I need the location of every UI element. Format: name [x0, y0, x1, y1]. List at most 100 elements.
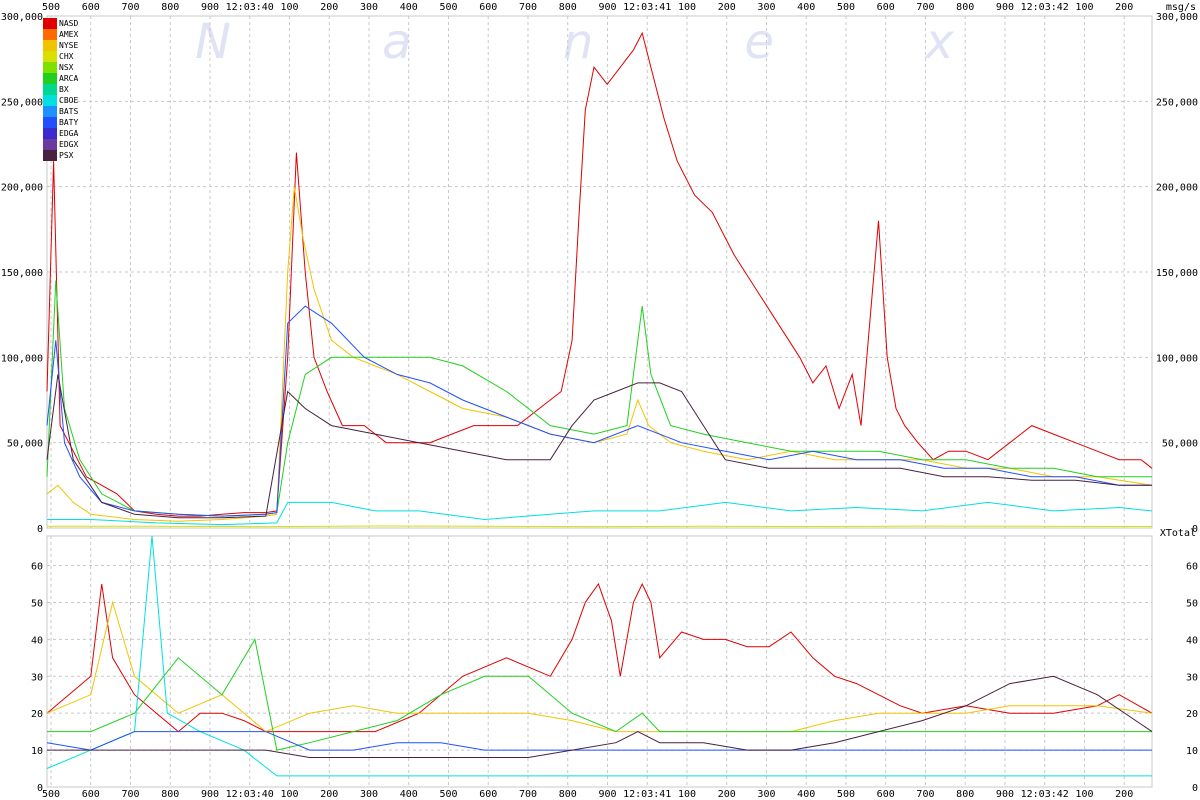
x-tick-label-bottom: 400: [797, 789, 815, 800]
series-line-nyse: [46, 600, 1153, 733]
y-tick-label-left: 60: [31, 562, 43, 573]
legend-label-cboe: CBOE: [59, 96, 78, 105]
legend-label-bats: BATS: [59, 107, 78, 116]
y-tick-label-right: 0: [1192, 524, 1198, 535]
x-tick-label-bottom: 12:03:42: [1021, 789, 1069, 800]
y-tick-label-left: 40: [31, 635, 43, 646]
x-tick-label-top: 400: [797, 2, 815, 13]
legend-swatch-bats: [43, 106, 57, 117]
y-tick-label-left: 0: [37, 524, 43, 535]
series-line-baty: [46, 731, 1152, 751]
x-tick-label-bottom: 500: [439, 789, 457, 800]
legend-label-chx: CHX: [59, 52, 74, 61]
x-tick-label-top: 12:03:40: [226, 2, 274, 13]
y-tick-label-right: 200,000: [1156, 183, 1198, 194]
x-tick-label-bottom: 300: [757, 789, 775, 800]
x-tick-label-bottom: 800: [161, 789, 179, 800]
y-tick-label-left: 250,000: [1, 97, 43, 108]
legend-swatch-arca: [43, 73, 57, 84]
x-tick-label-top: 500: [42, 2, 60, 13]
y-tick-label-left: 0: [37, 783, 43, 794]
y-tick-label-left: 50,000: [7, 439, 43, 450]
legend-swatch-psx: [43, 150, 57, 161]
legend-label-bx: BX: [59, 85, 69, 94]
lower-plot-lines: [46, 535, 1153, 777]
x-tick-label-bottom: 12:03:40: [226, 789, 274, 800]
legend-label-arca: ARCA: [59, 74, 78, 83]
legend-label-edga: EDGA: [59, 129, 78, 138]
y-tick-label-right: 150,000: [1156, 268, 1198, 279]
series-line-psx: [46, 374, 1152, 519]
x-tick-label-bottom: 900: [598, 789, 616, 800]
y-tick-label-left: 50: [31, 598, 43, 609]
x-tick-label-top: 200: [1115, 2, 1133, 13]
x-tick-label-top: 400: [400, 2, 418, 13]
x-tick-label-bottom: 200: [718, 789, 736, 800]
x-tick-label-top: 300: [757, 2, 775, 13]
legend-swatch-cboe: [43, 95, 57, 106]
series-line-baty: [46, 305, 1152, 517]
legend-label-nsx: NSX: [59, 63, 74, 72]
legend: NASD AMEX NYSE CHX NSX ARCA BX CBOE BATS BATY EDGA…: [43, 18, 78, 161]
series-line-psx: [47, 675, 1153, 758]
x-tick-label-bottom: 100: [678, 789, 696, 800]
y-tick-label-right: 0: [1192, 783, 1198, 794]
y-tick-label-right: 250,000: [1156, 97, 1198, 108]
x-tick-label-bottom: 400: [400, 789, 418, 800]
x-tick-label-top: 12:03:42: [1021, 2, 1069, 13]
x-tick-label-top: 700: [519, 2, 537, 13]
legend-label-psx: PSX: [59, 151, 74, 160]
series-line-cboe: [46, 535, 1152, 777]
y-tick-label-left: 100,000: [1, 353, 43, 364]
x-tick-label-top: 700: [916, 2, 934, 13]
legend-swatch-baty: [43, 117, 57, 128]
legend-swatch-bx: [43, 84, 57, 95]
y-tick-label-right: 50: [1186, 598, 1198, 609]
legend-swatch-edgx: [43, 139, 57, 150]
x-tick-label-bottom: 800: [559, 789, 577, 800]
x-tick-label-top: 600: [479, 2, 497, 13]
x-tick-label-top: 100: [678, 2, 696, 13]
series-line-nyse: [46, 186, 1153, 522]
y-tick-label-left: 20: [31, 709, 43, 720]
x-tick-label-bottom: 12:03:41: [623, 789, 671, 800]
watermark: N a n e x: [195, 14, 1022, 70]
x-tick-label-bottom: 800: [956, 789, 974, 800]
y-tick-label-right: 20: [1186, 709, 1198, 720]
legend-swatch-amex: [43, 29, 57, 40]
y-tick-label-right: 30: [1186, 672, 1198, 683]
x-tick-label-bottom: 600: [479, 789, 497, 800]
x-tick-label-bottom: 700: [519, 789, 537, 800]
y-tick-label-right: 40: [1186, 635, 1198, 646]
y-tick-label-right: 50,000: [1162, 439, 1198, 450]
x-tick-label-top: 100: [280, 2, 298, 13]
x-tick-label-top: 500: [439, 2, 457, 13]
x-tick-label-bottom: 600: [82, 789, 100, 800]
axes: [46, 15, 1153, 788]
x-tick-label-top: 12:03:41: [623, 2, 671, 13]
x-tick-label-bottom: 300: [360, 789, 378, 800]
y-tick-label-right: 100,000: [1156, 353, 1198, 364]
upper-plot-lines: [46, 31, 1153, 528]
x-tick-label-top: 800: [956, 2, 974, 13]
x-tick-label-top: 100: [1075, 2, 1093, 13]
x-tick-label-bottom: 900: [996, 789, 1014, 800]
series-line-arca: [47, 638, 1152, 751]
x-tick-label-top: 200: [718, 2, 736, 13]
x-tick-label-top: 500: [837, 2, 855, 13]
legend-swatch-nyse: [43, 40, 57, 51]
x-tick-label-top: 900: [996, 2, 1014, 13]
series-line-nasd: [46, 31, 1153, 517]
y-axis-label: XTotal: [1160, 528, 1196, 539]
y-tick-label-right: 10: [1186, 746, 1198, 757]
x-tick-label-top: 800: [559, 2, 577, 13]
legend-label-edgx: EDGX: [59, 140, 78, 149]
legend-label-nasd: NASD: [59, 19, 78, 28]
legend-swatch-chx: [43, 51, 57, 62]
x-tick-label-top: 300: [360, 2, 378, 13]
legend-label-baty: BATY: [59, 118, 78, 127]
x-tick-label-bottom: 500: [837, 789, 855, 800]
x-tick-label-bottom: 100: [1075, 789, 1093, 800]
